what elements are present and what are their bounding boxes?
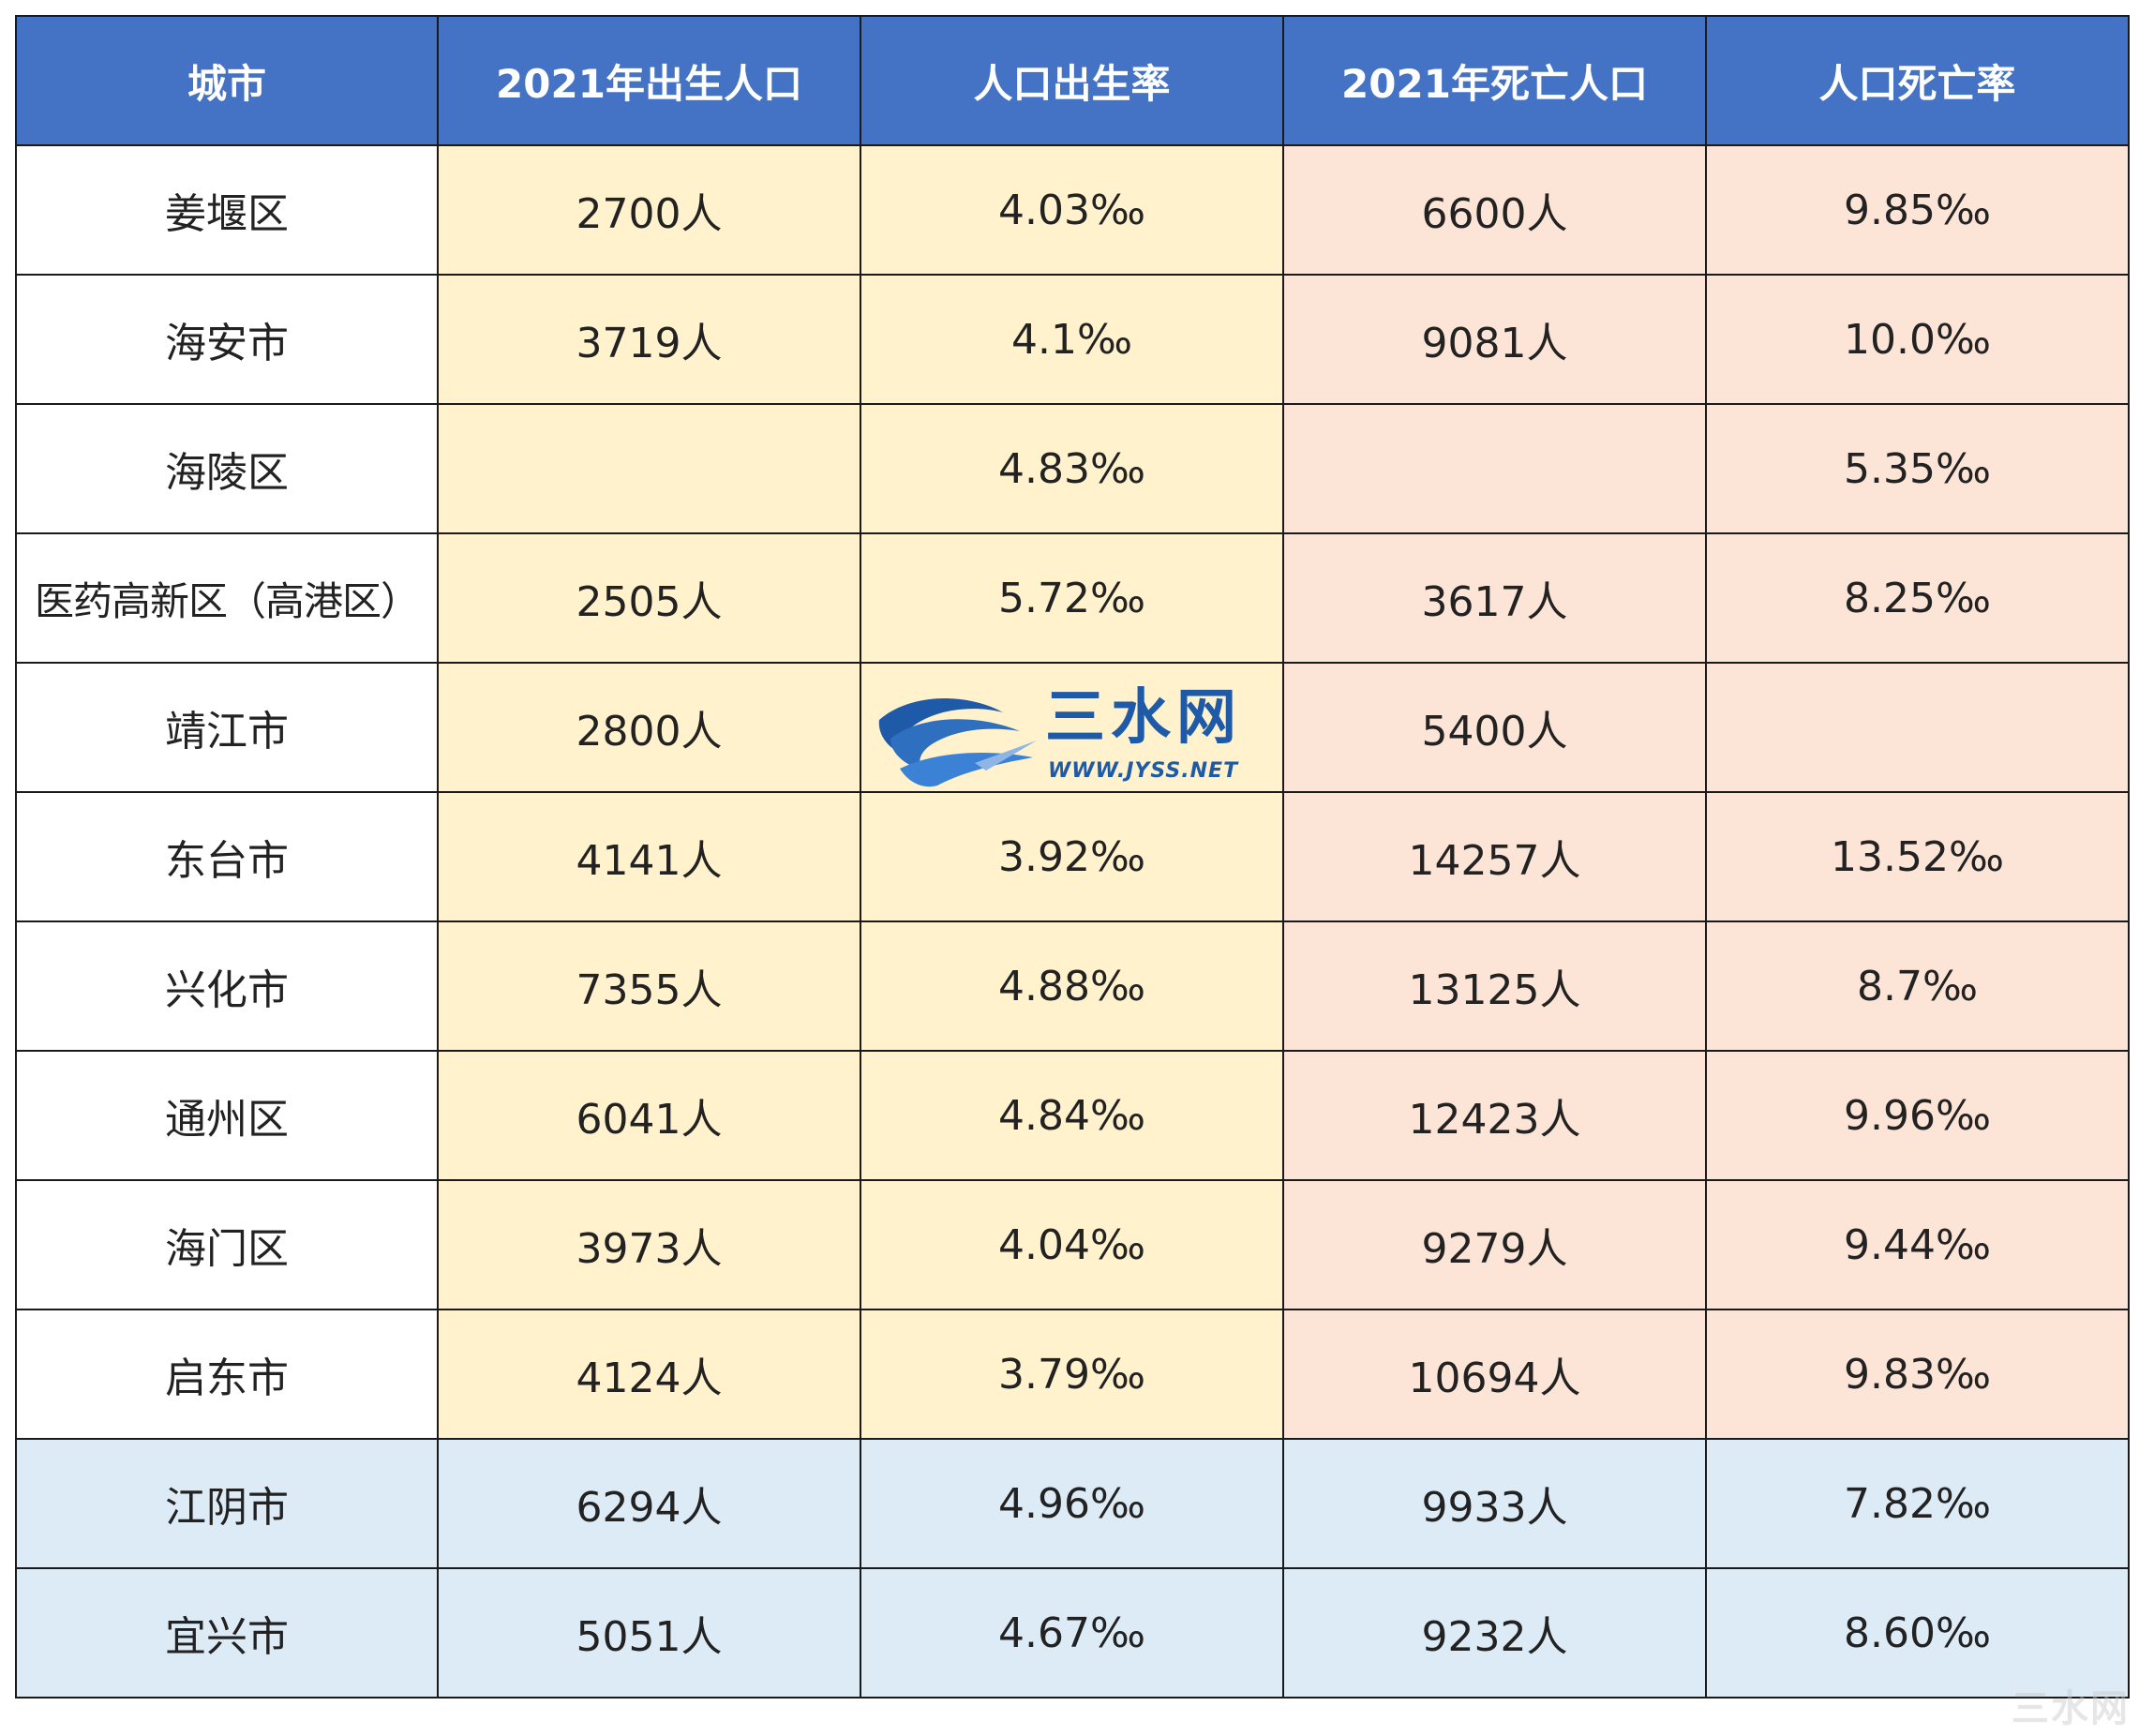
cell-deaths: 13125人 bbox=[1282, 920, 1707, 1052]
cell-city: 姜堰区 bbox=[15, 144, 439, 276]
cell-births: 3719人 bbox=[437, 274, 861, 405]
cell-births: 3973人 bbox=[437, 1179, 861, 1310]
header-city: 城市 bbox=[15, 15, 439, 146]
table-row: 启东市 4124人 3.79‰ 10694人 9.83‰ bbox=[15, 1309, 2130, 1440]
header-death-rate: 人口死亡率 bbox=[1705, 15, 2130, 146]
cell-death-rate: 8.60‰ bbox=[1705, 1567, 2130, 1699]
cell-births: 2505人 bbox=[437, 532, 861, 664]
table-row: 姜堰区 2700人 4.03‰ 6600人 9.85‰ bbox=[15, 144, 2130, 276]
cell-city: 海陵区 bbox=[15, 403, 439, 534]
table-row: 通州区 6041人 4.84‰ 12423人 9.96‰ bbox=[15, 1050, 2130, 1181]
data-table-container: 城市 2021年出生人口 人口出生率 2021年死亡人口 人口死亡率 姜堰区 2… bbox=[15, 15, 2130, 1699]
table-row: 医药高新区（高港区） 2505人 5.72‰ 3617人 8.25‰ bbox=[15, 532, 2130, 664]
cell-births: 5051人 bbox=[437, 1567, 861, 1699]
cell-death-rate: 8.25‰ bbox=[1705, 532, 2130, 664]
table-row: 海安市 3719人 4.1‰ 9081人 10.0‰ bbox=[15, 274, 2130, 405]
cell-birth-rate: 4.03‰ bbox=[860, 144, 1284, 276]
cell-deaths bbox=[1282, 403, 1707, 534]
cell-births: 4141人 bbox=[437, 791, 861, 922]
cell-deaths: 14257人 bbox=[1282, 791, 1707, 922]
cell-birth-rate: 4.04‰ bbox=[860, 1179, 1284, 1310]
table-row: 海陵区 4.83‰ 5.35‰ bbox=[15, 403, 2130, 534]
cell-deaths: 9279人 bbox=[1282, 1179, 1707, 1310]
cell-death-rate: 10.0‰ bbox=[1705, 274, 2130, 405]
cell-death-rate: 5.35‰ bbox=[1705, 403, 2130, 534]
cell-deaths: 12423人 bbox=[1282, 1050, 1707, 1181]
cell-city: 东台市 bbox=[15, 791, 439, 922]
header-deaths: 2021年死亡人口 bbox=[1282, 15, 1707, 146]
cell-death-rate bbox=[1705, 662, 2130, 793]
cell-deaths: 3617人 bbox=[1282, 532, 1707, 664]
cell-birth-rate bbox=[860, 662, 1284, 793]
cell-birth-rate: 4.96‰ bbox=[860, 1438, 1284, 1569]
cell-births: 7355人 bbox=[437, 920, 861, 1052]
cell-births: 2800人 bbox=[437, 662, 861, 793]
cell-city: 靖江市 bbox=[15, 662, 439, 793]
cell-city: 启东市 bbox=[15, 1309, 439, 1440]
cell-births: 4124人 bbox=[437, 1309, 861, 1440]
table-row: 东台市 4141人 3.92‰ 14257人 13.52‰ bbox=[15, 791, 2130, 922]
cell-death-rate: 9.83‰ bbox=[1705, 1309, 2130, 1440]
cell-deaths: 9933人 bbox=[1282, 1438, 1707, 1569]
corner-watermark: 三水网 bbox=[2012, 1687, 2130, 1730]
cell-death-rate: 7.82‰ bbox=[1705, 1438, 2130, 1569]
header-births: 2021年出生人口 bbox=[437, 15, 861, 146]
header-birth-rate: 人口出生率 bbox=[860, 15, 1284, 146]
cell-deaths: 5400人 bbox=[1282, 662, 1707, 793]
cell-birth-rate: 5.72‰ bbox=[860, 532, 1284, 664]
table-row: 海门区 3973人 4.04‰ 9279人 9.44‰ bbox=[15, 1179, 2130, 1310]
cell-city: 海门区 bbox=[15, 1179, 439, 1310]
cell-birth-rate: 3.79‰ bbox=[860, 1309, 1284, 1440]
table-row: 江阴市 6294人 4.96‰ 9933人 7.82‰ bbox=[15, 1438, 2130, 1569]
cell-city: 兴化市 bbox=[15, 920, 439, 1052]
cell-births: 6294人 bbox=[437, 1438, 861, 1569]
cell-birth-rate: 4.84‰ bbox=[860, 1050, 1284, 1181]
cell-birth-rate: 4.88‰ bbox=[860, 920, 1284, 1052]
cell-birth-rate: 4.83‰ bbox=[860, 403, 1284, 534]
table-row: 兴化市 7355人 4.88‰ 13125人 8.7‰ bbox=[15, 920, 2130, 1052]
cell-death-rate: 9.44‰ bbox=[1705, 1179, 2130, 1310]
cell-city: 江阴市 bbox=[15, 1438, 439, 1569]
cell-births: 6041人 bbox=[437, 1050, 861, 1181]
cell-death-rate: 9.96‰ bbox=[1705, 1050, 2130, 1181]
cell-city: 宜兴市 bbox=[15, 1567, 439, 1699]
cell-death-rate: 13.52‰ bbox=[1705, 791, 2130, 922]
cell-deaths: 6600人 bbox=[1282, 144, 1707, 276]
cell-death-rate: 8.7‰ bbox=[1705, 920, 2130, 1052]
cell-birth-rate: 3.92‰ bbox=[860, 791, 1284, 922]
cell-deaths: 9081人 bbox=[1282, 274, 1707, 405]
cell-city: 海安市 bbox=[15, 274, 439, 405]
table-row: 宜兴市 5051人 4.67‰ 9232人 8.60‰ bbox=[15, 1567, 2130, 1699]
cell-birth-rate: 4.1‰ bbox=[860, 274, 1284, 405]
cell-births: 2700人 bbox=[437, 144, 861, 276]
table-row: 靖江市 2800人 5400人 bbox=[15, 662, 2130, 793]
cell-death-rate: 9.85‰ bbox=[1705, 144, 2130, 276]
cell-deaths: 9232人 bbox=[1282, 1567, 1707, 1699]
population-table: 城市 2021年出生人口 人口出生率 2021年死亡人口 人口死亡率 姜堰区 2… bbox=[15, 15, 2130, 1699]
cell-births bbox=[437, 403, 861, 534]
table-header-row: 城市 2021年出生人口 人口出生率 2021年死亡人口 人口死亡率 bbox=[15, 15, 2130, 146]
cell-city: 医药高新区（高港区） bbox=[15, 532, 439, 664]
cell-deaths: 10694人 bbox=[1282, 1309, 1707, 1440]
cell-city: 通州区 bbox=[15, 1050, 439, 1181]
cell-birth-rate: 4.67‰ bbox=[860, 1567, 1284, 1699]
